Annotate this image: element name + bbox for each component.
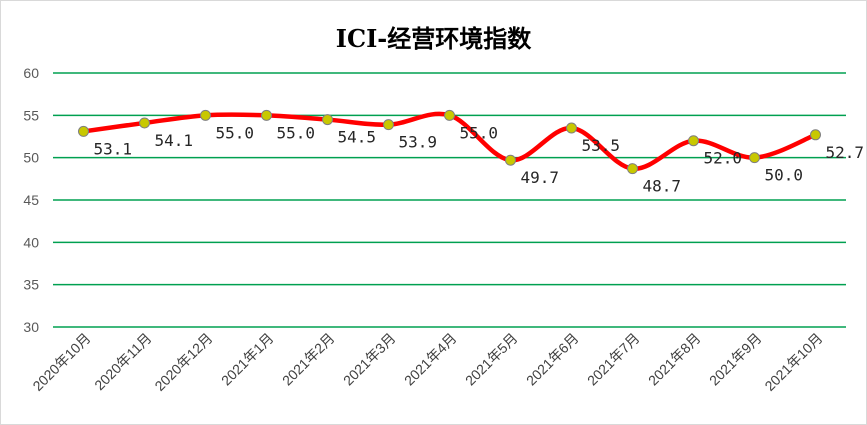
data-label: 55.0 <box>277 123 316 142</box>
data-label: 54.1 <box>155 131 194 150</box>
y-tick-label: 60 <box>23 65 39 81</box>
data-label: 54.5 <box>338 128 377 147</box>
data-point <box>78 125 89 137</box>
x-tick-label: 2021年8月 <box>645 330 704 389</box>
x-tick-label: 2021年3月 <box>340 330 399 389</box>
x-tick-label: 2021年9月 <box>706 330 765 389</box>
data-point <box>139 117 150 129</box>
data-point <box>505 154 516 166</box>
data-label: 49.7 <box>521 168 560 187</box>
data-point <box>200 109 211 121</box>
data-point <box>261 109 272 121</box>
x-tick-label: 2021年6月 <box>523 330 582 389</box>
y-tick-label: 55 <box>23 107 39 123</box>
y-tick-label: 40 <box>23 234 39 250</box>
data-label: 52.0 <box>704 149 743 168</box>
data-point <box>627 163 638 175</box>
data-label: 53.1 <box>94 139 133 158</box>
data-point <box>444 109 455 121</box>
y-tick-label: 50 <box>23 150 39 166</box>
y-tick-label: 35 <box>23 277 39 293</box>
data-label: 52.7 <box>826 143 865 162</box>
x-tick-label: 2020年12月 <box>151 330 215 394</box>
x-tick-label: 2021年7月 <box>584 330 643 389</box>
x-tick-label: 2020年10月 <box>29 330 93 394</box>
data-label: 48.7 <box>643 177 682 196</box>
data-point <box>749 152 760 164</box>
x-tick-label: 2021年5月 <box>462 330 521 389</box>
x-tick-label: 2021年1月 <box>218 330 277 389</box>
data-point <box>566 122 577 134</box>
x-tick-label: 2021年10月 <box>761 330 825 394</box>
data-label: 53.5 <box>582 136 621 155</box>
chart-title: ICI-经营环境指数 <box>335 24 532 53</box>
data-point <box>810 129 821 141</box>
y-tick-label: 30 <box>23 319 39 335</box>
y-tick-label: 45 <box>23 192 39 208</box>
data-label: 50.0 <box>765 166 804 185</box>
x-tick-label: 2020年11月 <box>91 330 154 393</box>
x-tick-label: 2021年4月 <box>401 330 460 389</box>
data-label: 55.0 <box>460 123 499 142</box>
data-label: 55.0 <box>216 123 255 142</box>
data-label: 53.9 <box>399 133 438 152</box>
data-point <box>383 119 394 131</box>
data-point <box>322 114 333 126</box>
data-point <box>688 135 699 147</box>
x-tick-label: 2021年2月 <box>279 330 338 389</box>
